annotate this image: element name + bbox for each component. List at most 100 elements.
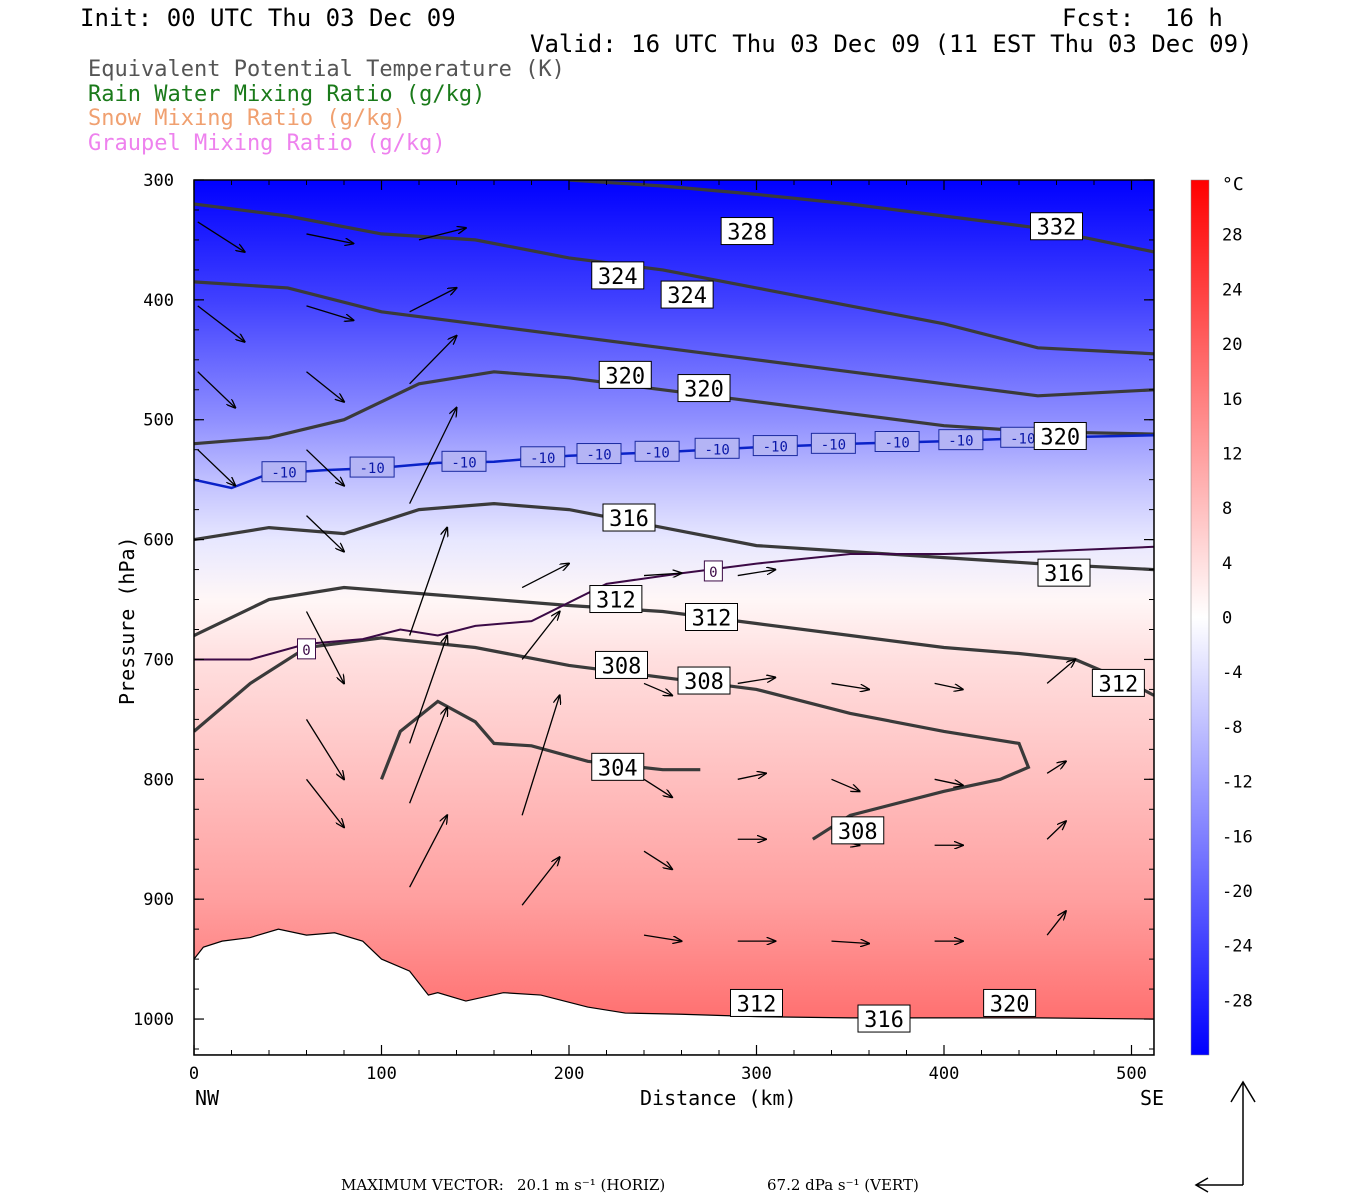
x-tick-label: 100 <box>366 1064 397 1084</box>
svg-text:312: 312 <box>1099 672 1139 697</box>
wind-vector <box>197 221 245 252</box>
minus10-contour-label: -10 <box>441 450 487 472</box>
wind-vector <box>1046 821 1066 840</box>
wind-vector <box>934 682 963 689</box>
y-tick-label: 800 <box>143 770 174 790</box>
zero-contour-label: 0 <box>703 560 723 582</box>
svg-text:316: 316 <box>864 1008 904 1033</box>
init-time: Init: 00 UTC Thu 03 Dec 09 <box>80 4 456 32</box>
max-vector-vertical: 67.2 dPa s⁻¹ (VERT) <box>767 1176 919 1194</box>
theta-e-label: 328 <box>720 217 774 246</box>
wind-vector <box>306 305 354 320</box>
theta-e-label: 320 <box>1033 422 1087 451</box>
minus10-contour-label: -10 <box>349 456 395 478</box>
svg-text:-10: -10 <box>948 434 973 450</box>
minus10-contour-label: -10 <box>576 443 622 465</box>
wind-vector <box>306 371 345 402</box>
max-vector-label: MAXIMUM VECTOR: <box>341 1176 504 1194</box>
x-tick-label: 200 <box>554 1064 585 1084</box>
minus10-contour-label: -10 <box>752 435 798 457</box>
colorbar: 28 24 20 16 12 8 4 0 -4 -8 -12 -16 -20 -24 -28 <box>1190 179 1253 1056</box>
svg-text:-10: -10 <box>586 448 611 464</box>
x-tick-label: 500 <box>1116 1064 1147 1084</box>
minus10-contour-label: -10 <box>810 432 856 454</box>
svg-text:-10: -10 <box>451 455 476 471</box>
svg-text:320: 320 <box>990 992 1030 1017</box>
wind-vector <box>521 857 560 906</box>
svg-text:0: 0 <box>709 565 717 581</box>
svg-text:304: 304 <box>598 756 638 781</box>
legend-graupel: Graupel Mixing Ratio (g/kg) <box>88 131 446 156</box>
wind-vector <box>409 635 448 744</box>
svg-text:328: 328 <box>727 221 767 246</box>
legend-snow: Snow Mixing Ratio (g/kg) <box>88 106 406 131</box>
theta-e-label: 324 <box>660 280 714 309</box>
svg-text:308: 308 <box>838 820 878 845</box>
svg-text:-10: -10 <box>821 437 846 453</box>
theta-e-label: 308 <box>831 816 885 845</box>
svg-text:-10: -10 <box>644 445 669 461</box>
wind-vector <box>409 288 457 313</box>
theta-e-contour-324 <box>194 280 1154 398</box>
y-tick-label: 700 <box>143 650 174 670</box>
x-tick-label: 400 <box>929 1064 960 1084</box>
theta-e-label: 316 <box>1037 558 1091 587</box>
wind-vector <box>409 528 448 636</box>
svg-text:312: 312 <box>692 607 732 632</box>
colorbar-tick-label: 8 <box>1222 499 1232 519</box>
svg-text:308: 308 <box>684 670 724 695</box>
wind-vector <box>306 449 345 486</box>
wind-vector <box>305 778 345 827</box>
colorbar-tick-label: -28 <box>1222 991 1253 1011</box>
wind-vector <box>521 564 569 589</box>
theta-e-label: 316 <box>857 1004 911 1033</box>
svg-text:308: 308 <box>602 654 642 679</box>
wind-vector <box>418 228 466 241</box>
svg-text:316: 316 <box>1044 562 1084 587</box>
wind-vector <box>306 233 354 244</box>
legend-rain-water: Rain Water Mixing Ratio (g/kg) <box>88 82 486 107</box>
wind-vector <box>521 612 560 660</box>
plot-area: -10 -10 -10 -10 -10 -10 -10 -10 -10 -10 -10 -10 0 0 32… <box>194 180 1154 1055</box>
colorbar-tick-label: -8 <box>1222 718 1242 738</box>
wind-vector <box>643 573 682 575</box>
wind-vector <box>197 371 236 408</box>
zero-degree-contour <box>194 545 1154 661</box>
svg-text:324: 324 <box>598 265 638 290</box>
y-tick-label: 500 <box>143 411 174 431</box>
minus10-contour-label: -10 <box>261 461 307 483</box>
minus10-contour-label: -10 <box>874 431 920 452</box>
colorbar-tick-label: -24 <box>1222 937 1253 957</box>
colorbar-tick-label: -20 <box>1222 882 1253 902</box>
svg-text:-10: -10 <box>763 440 788 456</box>
svg-text:0: 0 <box>302 643 310 659</box>
theta-e-label: 308 <box>677 666 731 695</box>
minus10-contour-label: -10 <box>520 446 566 468</box>
colorbar-tick-label: 20 <box>1222 335 1242 355</box>
wind-vector <box>305 719 345 779</box>
svg-text:-10: -10 <box>530 451 555 467</box>
colorbar-tick-label: 4 <box>1222 554 1232 574</box>
wind-vector <box>1046 761 1066 774</box>
theta-e-label: 316 <box>602 503 656 532</box>
colorbar-unit: °C <box>1222 174 1244 195</box>
wind-vector <box>409 408 457 504</box>
theta-e-label: 308 <box>595 650 648 679</box>
svg-text:-10: -10 <box>359 461 384 477</box>
theta-e-label: 320 <box>677 374 731 403</box>
svg-text:320: 320 <box>684 378 724 403</box>
colorbar-tick-label: 28 <box>1222 226 1242 246</box>
svg-text:-10: -10 <box>884 436 909 452</box>
wind-vector <box>197 305 245 342</box>
temperature-field <box>194 180 1154 1055</box>
wind-vector <box>831 941 870 943</box>
wind-vector <box>1046 659 1075 684</box>
minus10-contour-label: -10 <box>694 437 740 459</box>
wind-vector <box>737 677 776 685</box>
theta-e-contour-308 <box>194 636 1031 841</box>
wind-vector <box>831 778 860 791</box>
minus10-contour-label: -10 <box>938 429 984 451</box>
colorbar-tick-label: 16 <box>1222 390 1242 410</box>
colorbar-tick-label: 0 <box>1222 609 1232 629</box>
y-tick-label: 1000 <box>133 1010 174 1030</box>
